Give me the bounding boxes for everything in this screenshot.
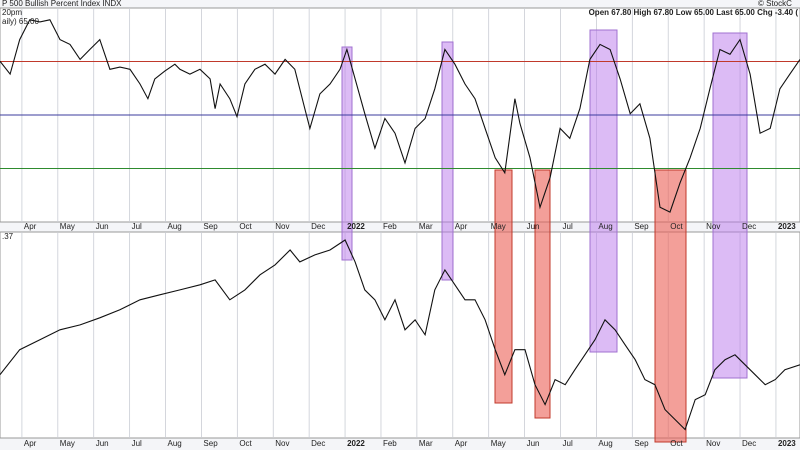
quote: Open 67.80 High 67.80 Low 65.00 Last 65.… xyxy=(589,8,799,17)
x-tick-label: 2023 xyxy=(778,439,796,448)
x-tick-label: Aug xyxy=(598,222,612,231)
marks xyxy=(0,19,800,431)
x-tick-label: Dec xyxy=(742,222,756,231)
x-tick-label: Sep xyxy=(634,439,649,448)
x-tick-label: Sep xyxy=(203,439,218,448)
x-tick-label: Feb xyxy=(383,222,397,231)
x-tick-label: Oct xyxy=(670,439,683,448)
x-tick-label: May xyxy=(491,222,506,231)
x-tick-label: Jul xyxy=(563,439,573,448)
x-tick-label: May xyxy=(60,222,75,231)
x-tick-label: Mar xyxy=(419,222,433,231)
x-tick-label: 2023 xyxy=(778,222,796,231)
purple-highlight xyxy=(341,46,353,261)
purple-highlight xyxy=(441,41,454,281)
copyright: © StockC xyxy=(758,0,792,8)
purple-highlight xyxy=(589,29,618,353)
x-tick-label: 2022 xyxy=(347,222,365,231)
x-tick-label: Sep xyxy=(203,222,218,231)
red-highlight xyxy=(494,169,513,404)
legend-label: .37 xyxy=(2,232,14,241)
x-tick-label: Apr xyxy=(455,439,468,448)
purple-highlight xyxy=(712,32,748,379)
x-tick-label: Oct xyxy=(670,222,683,231)
x-tick-label: Mar xyxy=(419,439,433,448)
x-tick-label: Dec xyxy=(311,222,325,231)
time: 20pm xyxy=(2,8,22,17)
legend-label: aily) 65.00 xyxy=(2,17,39,26)
x-tick-label: Apr xyxy=(24,222,37,231)
x-tick-label: Apr xyxy=(24,439,37,448)
x-tick-label: Nov xyxy=(275,439,289,448)
x-tick-label: Sep xyxy=(634,222,649,231)
x-tick-label: Aug xyxy=(168,222,182,231)
x-tick-label: May xyxy=(60,439,75,448)
x-tick-label: Aug xyxy=(598,439,612,448)
x-tick-label: Oct xyxy=(239,222,252,231)
x-tick-label: Jun xyxy=(527,439,540,448)
x-tick-label: Aug xyxy=(168,439,182,448)
x-tick-label: Nov xyxy=(275,222,289,231)
x-tick-label: Dec xyxy=(311,439,325,448)
x-tick-label: Nov xyxy=(706,222,720,231)
highlights xyxy=(341,29,748,443)
line-series xyxy=(0,19,800,213)
chart-title: P 500 Bullish Percent Index INDX xyxy=(2,0,122,8)
x-tick-label: Jun xyxy=(96,439,109,448)
x-tick-label: Dec xyxy=(742,439,756,448)
x-tick-label: 2022 xyxy=(347,439,365,448)
x-tick-label: Apr xyxy=(455,222,468,231)
x-tick-label: Feb xyxy=(383,439,397,448)
x-tick-label: Oct xyxy=(239,439,252,448)
x-tick-label: Nov xyxy=(706,439,720,448)
x-tick-label: Jul xyxy=(563,222,573,231)
red-highlight xyxy=(534,169,551,419)
x-tick-label: Jul xyxy=(132,222,142,231)
x-tick-label: Jul xyxy=(132,439,142,448)
x-tick-label: May xyxy=(491,439,506,448)
line-series xyxy=(0,239,800,431)
x-tick-label: Jun xyxy=(96,222,109,231)
x-tick-label: Jun xyxy=(527,222,540,231)
